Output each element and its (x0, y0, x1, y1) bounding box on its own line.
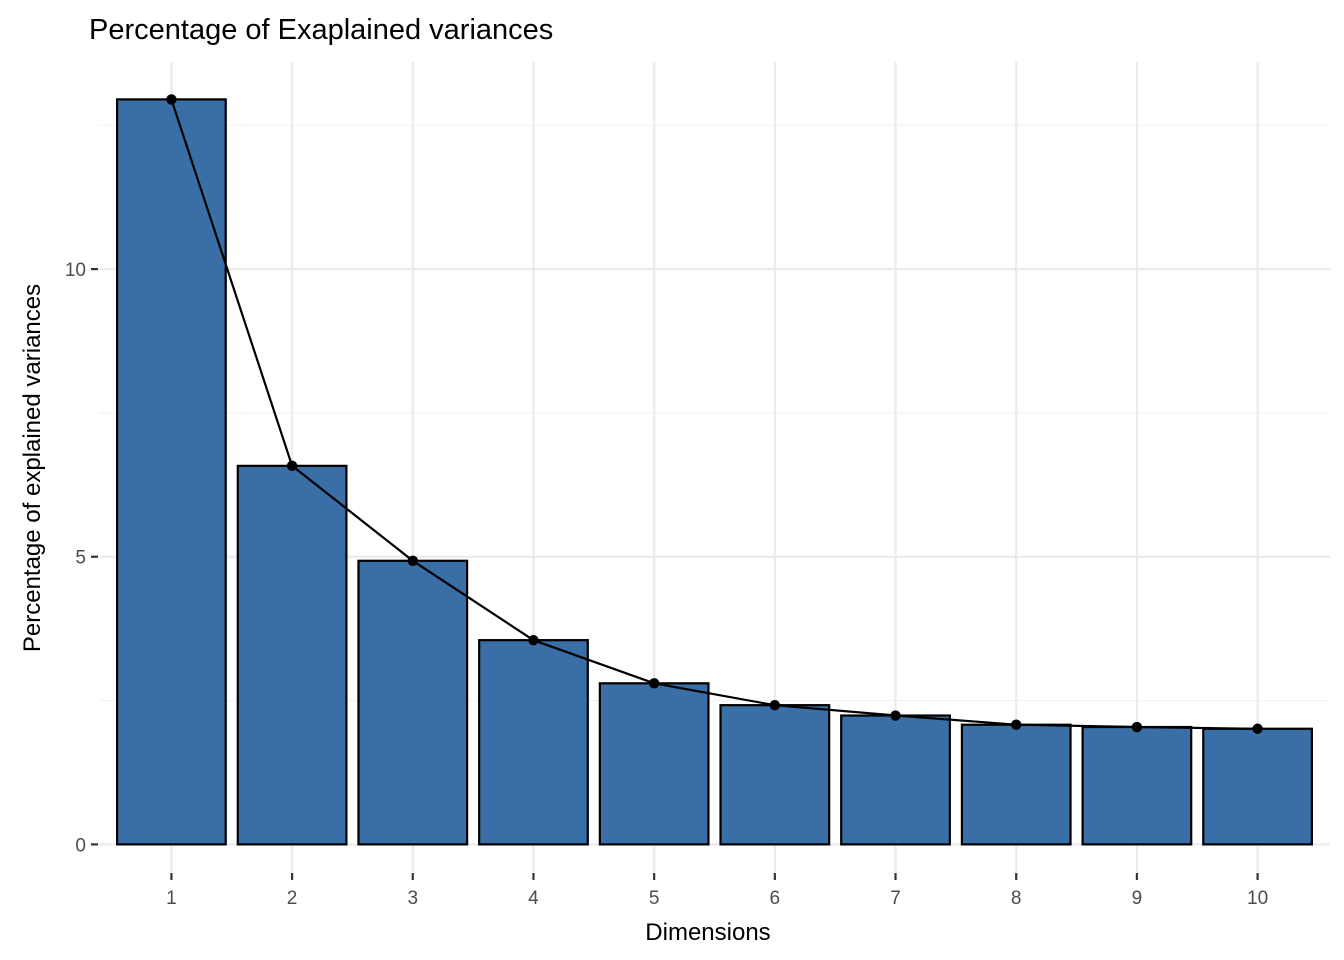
bar-dimension-4 (478, 639, 589, 846)
variance-points (166, 94, 1263, 734)
variance-point-7 (890, 710, 901, 721)
bar-dimension-5 (598, 682, 710, 846)
variance-point-9 (1131, 721, 1143, 733)
bar-dimension-6 (719, 704, 831, 846)
y-tick-label: 0 (75, 835, 86, 856)
bar-dimension-3 (357, 559, 469, 846)
bar-dimension-1 (116, 98, 227, 846)
bar-dimension-9 (1081, 725, 1193, 846)
x-tick-label: 1 (166, 888, 177, 909)
x-tick-label: 7 (890, 888, 901, 909)
variance-line-path (170, 99, 1258, 730)
bar-dimension-2 (236, 464, 348, 846)
y-axis: 0 5 10 (65, 260, 98, 856)
variance-point-2 (286, 460, 298, 472)
x-tick-label: 10 (1247, 888, 1268, 909)
x-tick-label: 4 (528, 888, 539, 909)
x-axis-title: Dimensions (645, 919, 770, 946)
bar-dimension-10 (1202, 727, 1313, 846)
y-axis-title: Percentage of explained variances (19, 284, 46, 652)
x-tick-label: 3 (407, 888, 418, 909)
bar-dimension-7 (840, 714, 951, 846)
x-tick-label: 8 (1011, 888, 1022, 909)
x-tick-label: 9 (1132, 888, 1143, 909)
variance-point-3 (407, 555, 418, 566)
variance-point-8 (1011, 719, 1022, 730)
x-tick-label: 2 (287, 888, 298, 909)
x-axis: 1 2 3 4 5 6 7 8 9 10 (166, 873, 1268, 909)
bar-dimension-8 (960, 723, 1072, 846)
y-tick-label: 5 (75, 548, 86, 569)
variance-point-4 (528, 634, 539, 646)
chart-title: Percentage of Exaplained variances (89, 14, 553, 46)
bars (116, 98, 1313, 846)
variance-line (170, 99, 1258, 730)
variance-point-6 (769, 699, 781, 711)
x-tick-label: 6 (770, 888, 781, 909)
y-tick-label: 10 (65, 260, 86, 281)
variance-point-10 (1252, 723, 1263, 734)
variance-point-1 (166, 94, 177, 105)
x-tick-label: 5 (649, 888, 660, 909)
variance-point-5 (648, 678, 660, 689)
